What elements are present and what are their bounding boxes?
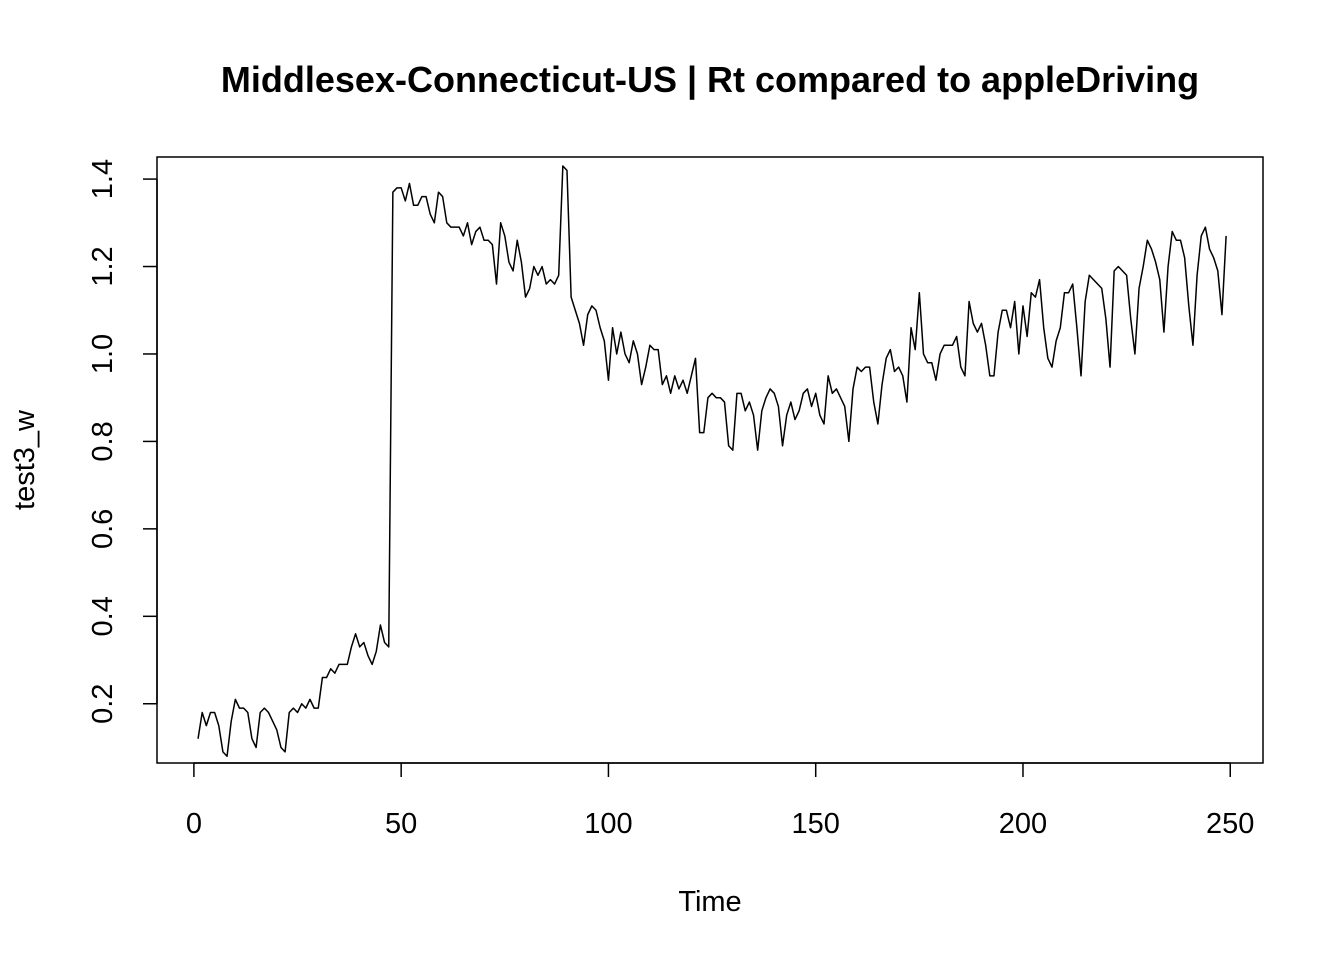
series-line (197, 165, 1227, 757)
x-tick-label: 50 (385, 808, 417, 840)
x-tick-label: 200 (999, 808, 1047, 840)
x-tick-label: 100 (584, 808, 632, 840)
x-tick-label: 250 (1206, 808, 1254, 840)
x-tick-label: 150 (792, 808, 840, 840)
y-axis: 0.2 0.4 0.6 0.8 1.0 1.2 1.4 (87, 159, 158, 724)
y-tick-label: 0.2 (87, 684, 119, 724)
y-tick-label: 0.6 (87, 509, 119, 549)
y-axis-label: test3_w (9, 409, 41, 510)
x-axis-label: Time (678, 886, 741, 918)
x-tick-label: 0 (186, 808, 202, 840)
plot-frame (156, 156, 1264, 764)
chart-title: Middlesex-Connecticut-US | Rt compared t… (221, 59, 1199, 101)
y-tick-label: 1.4 (87, 159, 119, 199)
y-tick-label: 0.4 (87, 596, 119, 636)
y-tick-label: 1.2 (87, 246, 119, 286)
y-tick-label: 0.8 (87, 421, 119, 461)
y-tick-label: 1.0 (87, 334, 119, 374)
x-axis: 0 50 100 150 200 250 (186, 762, 1254, 840)
